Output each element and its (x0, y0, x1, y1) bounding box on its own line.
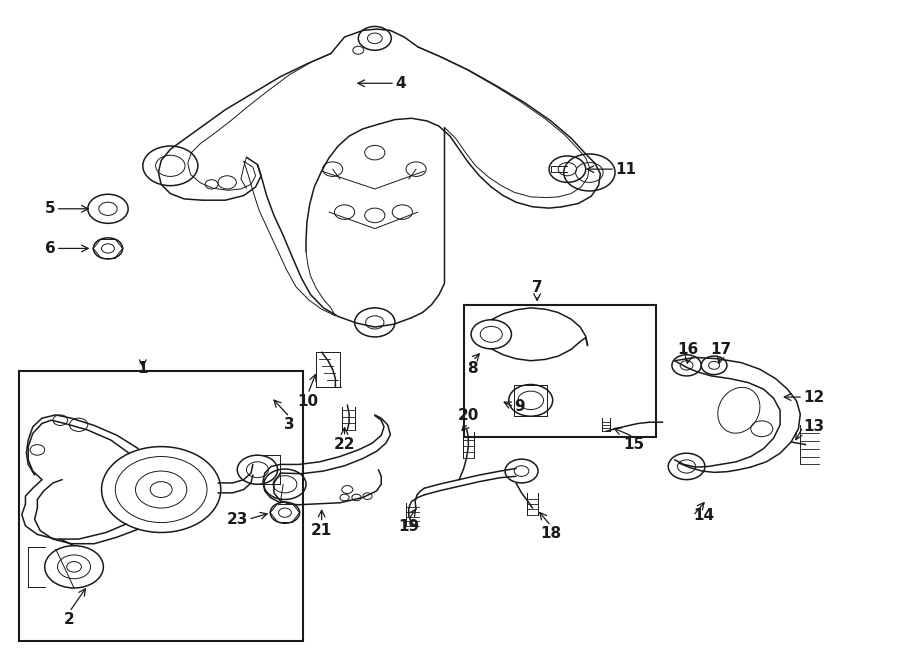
Bar (464, 305, 656, 437)
Text: 3: 3 (284, 417, 295, 432)
Text: 18: 18 (540, 526, 562, 541)
Text: 12: 12 (803, 389, 824, 404)
Text: 22: 22 (334, 437, 356, 451)
Text: 14: 14 (693, 508, 714, 524)
Text: 11: 11 (615, 162, 636, 177)
Text: 6: 6 (45, 241, 56, 256)
Text: 15: 15 (623, 437, 644, 451)
Text: 8: 8 (468, 361, 478, 376)
Text: 4: 4 (395, 75, 406, 91)
Text: 7: 7 (532, 279, 543, 295)
Bar (19, 371, 303, 641)
Text: 19: 19 (398, 519, 419, 534)
Text: 10: 10 (297, 394, 319, 408)
Text: 23: 23 (227, 512, 248, 527)
Text: 13: 13 (803, 419, 824, 434)
Text: 16: 16 (678, 342, 699, 357)
Text: 2: 2 (64, 612, 75, 627)
Text: 1: 1 (138, 361, 148, 376)
Text: 5: 5 (45, 201, 56, 216)
Text: 9: 9 (514, 399, 525, 414)
Text: 20: 20 (458, 408, 479, 424)
Text: 17: 17 (710, 342, 731, 357)
Text: 21: 21 (311, 522, 332, 538)
